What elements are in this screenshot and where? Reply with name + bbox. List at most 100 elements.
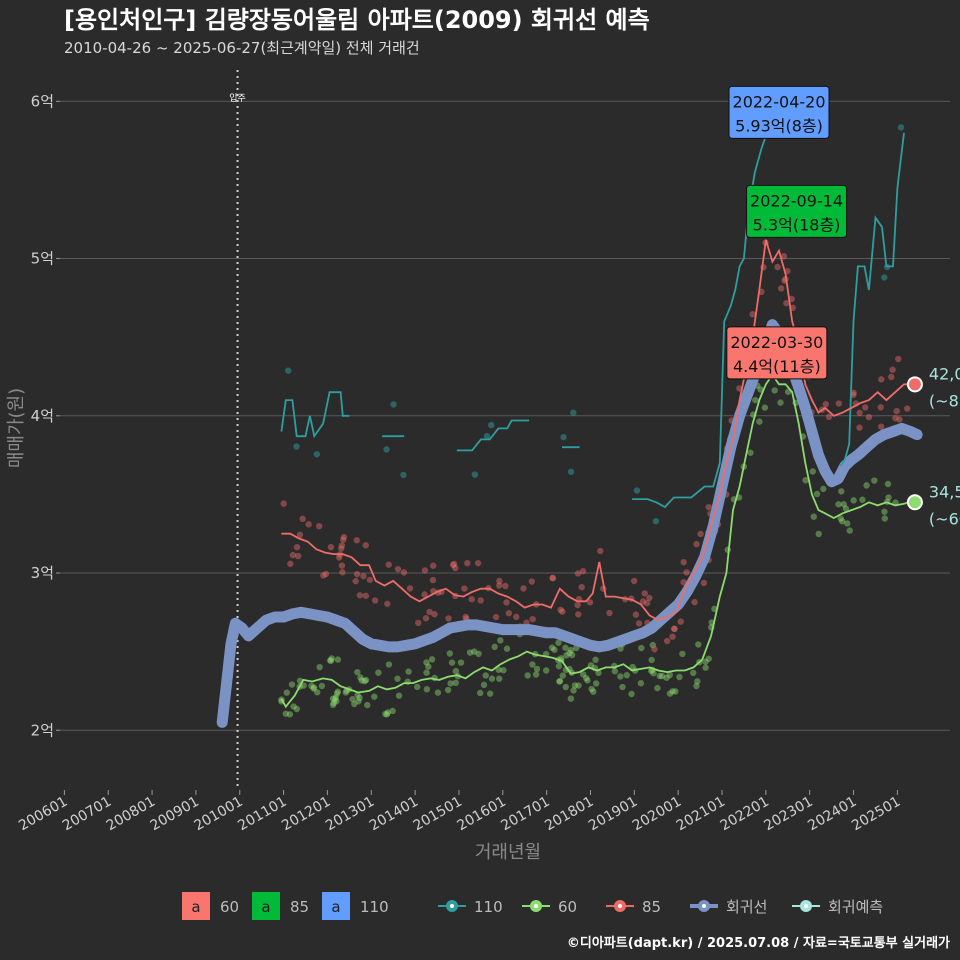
scatter-point-85	[338, 545, 345, 552]
scatter-point-85	[338, 562, 346, 569]
scatter-point-85	[385, 561, 392, 568]
x-tick-label: 201601	[455, 794, 509, 835]
scatter-point-110	[570, 409, 577, 416]
legend-dot-center	[534, 904, 538, 908]
scatter-point-110	[881, 274, 888, 281]
regression-line	[216, 319, 923, 728]
x-tick-label: 201501	[411, 794, 465, 835]
scatter-point-60	[342, 689, 349, 696]
legend-glyph: a	[331, 898, 340, 916]
scatter-point-60	[871, 477, 878, 484]
scatter-point-85	[749, 311, 756, 318]
legend-label-85: 85	[642, 898, 661, 916]
scatter-point-60	[649, 641, 657, 649]
scatter-point-60	[471, 648, 478, 655]
scatter-point-85	[338, 542, 346, 549]
scatter-point-85	[559, 608, 566, 615]
scatter-point-85	[305, 521, 312, 528]
scatter-point-60	[385, 661, 393, 668]
x-tick-label: 202101	[674, 794, 728, 835]
scatter-point-60	[592, 656, 599, 663]
legend-label-110: 110	[474, 898, 503, 916]
scatter-point-110	[293, 443, 300, 450]
scatter-point-85	[557, 606, 564, 613]
annotation-date: 2022-03-30	[730, 333, 823, 352]
scatter-point-60	[648, 656, 655, 664]
scatter-point-60	[334, 656, 342, 663]
scatter-point-85	[641, 590, 648, 597]
scatter-point-60	[329, 695, 337, 702]
scatter-point-60	[361, 677, 368, 685]
end-points: 42,040 (~85㎡) 34,533 (~60㎡)	[906, 364, 960, 528]
scatter-point-110	[390, 401, 397, 408]
scatter-point-85	[492, 613, 500, 621]
x-tick-label: 201801	[542, 794, 596, 835]
move-in-marker: 입주	[229, 70, 246, 790]
scatter-point-60	[679, 650, 686, 658]
scatter-point-60	[567, 646, 575, 654]
scatter-point-110	[471, 471, 479, 478]
scatter-point-85	[468, 596, 475, 603]
scatter-point-60	[570, 687, 577, 694]
scatter-point-85	[520, 585, 527, 592]
scatter-point-60	[414, 683, 421, 691]
scatter-point-85	[296, 531, 304, 538]
legend-glyph: a	[191, 898, 200, 916]
scatter-point-85	[335, 554, 343, 561]
scatter-point-85	[691, 598, 698, 606]
scatter-point-60	[840, 501, 847, 508]
scatter-point-85	[856, 424, 863, 431]
legend-swatch-60	[182, 892, 210, 920]
scatter-point-60	[592, 680, 600, 687]
scatter-point-85	[431, 611, 438, 618]
scatter-point-60	[532, 671, 540, 678]
x-tick-label: 201001	[191, 794, 245, 835]
scatter-point-85	[322, 570, 330, 578]
scatter-point-85	[586, 599, 594, 606]
scatter-point-60	[548, 644, 556, 651]
scatter-point-60	[394, 675, 401, 682]
y-tick-label: 4억	[31, 407, 54, 425]
scatter-point-85	[877, 404, 884, 411]
scatter-point-85	[705, 503, 712, 511]
scatter-point-85	[356, 592, 364, 599]
scatter-point-60	[355, 698, 362, 705]
scatter-point-85	[430, 562, 437, 569]
scatter-point-60	[452, 667, 460, 675]
scatter-point-60	[619, 683, 626, 691]
scatter-point-60	[327, 657, 335, 664]
series-line-60	[280, 373, 914, 709]
grid-lines	[60, 100, 950, 731]
scatter-point-85	[353, 570, 361, 578]
scatter-point-60	[611, 668, 619, 675]
end-area-60: (~60㎡)	[929, 509, 960, 528]
scatter-point-85	[406, 585, 414, 592]
scatter-point-60	[497, 637, 504, 644]
scatter-point-85	[825, 413, 833, 421]
scatter-point-60	[310, 685, 317, 692]
scatter-point-60	[447, 680, 454, 687]
scatter-point-60	[405, 668, 412, 675]
scatter-point-85	[683, 569, 690, 576]
scatter-point-60	[771, 387, 778, 394]
scatter-point-85	[862, 404, 869, 411]
scatter-point-60	[293, 705, 301, 713]
scatter-point-60	[503, 645, 511, 652]
scatter-point-85	[575, 611, 582, 618]
scatter-point-60	[466, 649, 474, 656]
scatter-point-85	[597, 547, 604, 555]
scatter-point-60	[354, 668, 361, 676]
scatter-point-85	[496, 577, 503, 585]
scatter-point-110	[652, 517, 660, 525]
series-line-110	[839, 132, 905, 467]
scatter-point-60	[288, 681, 296, 688]
x-tick-label: 201401	[367, 794, 421, 835]
annotation-box: 2022-09-14 5.3억(18층)	[746, 184, 848, 238]
scatter-point-60	[623, 671, 630, 679]
scatter-point-110	[897, 124, 905, 131]
series-line-110	[280, 391, 350, 439]
scatter-point-60	[318, 682, 326, 690]
scatter-point-60	[881, 508, 888, 515]
scatter-point-60	[658, 672, 666, 680]
x-tick-label: 202001	[630, 794, 684, 835]
